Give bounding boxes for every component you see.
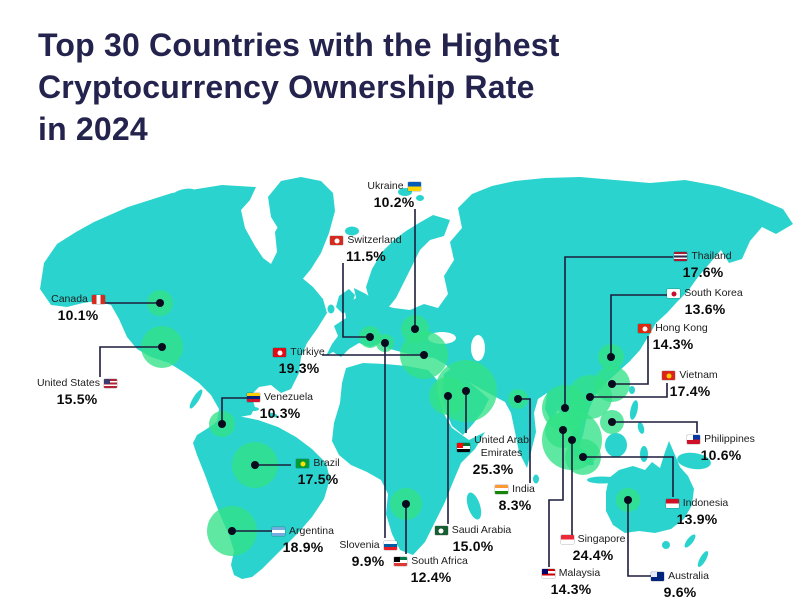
map-dot (579, 453, 587, 461)
map-dot (411, 325, 419, 333)
leader-line (610, 294, 672, 357)
map-dot (251, 461, 259, 469)
leader-line (583, 456, 674, 497)
map-dot (586, 393, 594, 401)
map-dot (381, 339, 389, 347)
map-dot (228, 527, 236, 535)
map-dot (156, 299, 164, 307)
map-dot (218, 420, 226, 428)
taiwan-shape (629, 386, 635, 394)
leader-line (627, 500, 653, 577)
map-dot (158, 343, 166, 351)
japan-shape (640, 311, 652, 325)
arctic-island (230, 188, 246, 196)
caribbean-island (249, 407, 259, 411)
map-dot (366, 333, 374, 341)
uk-shape (336, 289, 355, 314)
map-dot (568, 436, 576, 444)
leader-line (612, 421, 698, 433)
arctic-island (158, 206, 172, 214)
greenland-shape (268, 177, 335, 281)
new-zealand-shape (697, 551, 709, 567)
map-dot (462, 387, 470, 395)
caspian-sea (471, 335, 485, 361)
south-america-shape (193, 416, 330, 579)
scandinavia-shape (366, 215, 450, 310)
svalbard-island (416, 195, 424, 201)
philippines-shape (629, 400, 639, 420)
arctic-island (172, 188, 198, 202)
leader-line (590, 383, 668, 398)
ireland-shape (327, 304, 335, 314)
caribbean-island (228, 403, 240, 407)
map-dot (607, 353, 615, 361)
map-dot (402, 500, 410, 508)
map-dot (608, 380, 616, 388)
map-dot (624, 496, 632, 504)
leader-line (548, 430, 564, 567)
map-dot (561, 404, 569, 412)
leader-line (564, 256, 673, 408)
map-dot (444, 392, 452, 400)
borneo-shape (605, 433, 627, 457)
continents (40, 177, 793, 579)
sri-lanka-shape (533, 474, 539, 484)
caribbean-island (268, 412, 278, 418)
arctic-island (204, 197, 222, 209)
leader-line (342, 263, 370, 338)
map-dot (559, 426, 567, 434)
map-dot (420, 351, 428, 359)
africa-shape (332, 363, 485, 555)
map-dot (514, 395, 522, 403)
dot-layer (156, 299, 632, 535)
tasmania-shape (662, 541, 670, 549)
new-zealand-shape (684, 534, 696, 548)
iceland-shape (345, 226, 359, 236)
leader-line-layer (99, 209, 698, 577)
leader-line (612, 336, 649, 385)
page-title: Top 30 Countries with the Highest Crypto… (38, 27, 560, 147)
new-guinea-shape (677, 452, 711, 470)
north-america-shape (40, 185, 327, 445)
leader-line (221, 397, 249, 424)
map-dot (608, 418, 616, 426)
sulawesi-shape (640, 446, 648, 462)
leader-line (99, 346, 162, 377)
svalbard-island (398, 188, 412, 196)
baja-shape (189, 389, 203, 409)
madagascar-shape (466, 492, 482, 520)
philippines-shape (637, 422, 645, 434)
eurasia-shape (326, 177, 793, 468)
